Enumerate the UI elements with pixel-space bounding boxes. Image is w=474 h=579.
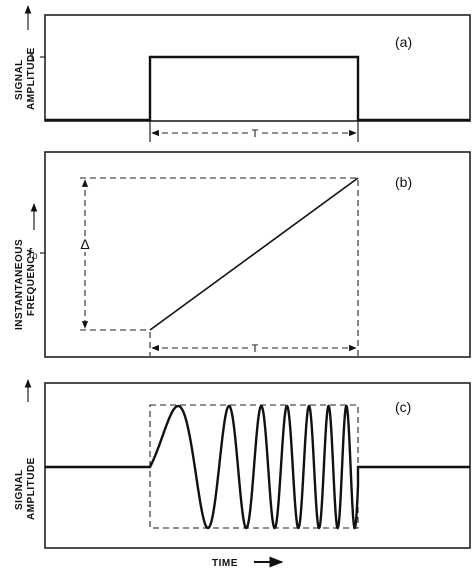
- x-label: TIME: [212, 558, 238, 569]
- y-label: FREQUENCY: [26, 249, 37, 316]
- y-label: SIGNAL: [14, 59, 25, 100]
- frame: [44, 151, 471, 358]
- y-label: INSTANTANEOUS: [14, 239, 25, 330]
- frame: [44, 14, 471, 122]
- panel-label: (a): [395, 34, 412, 50]
- panel-label: (c): [395, 399, 411, 415]
- panel-c: (c) SIGNAL AMPLITUDE: [14, 379, 471, 549]
- level-label: f₀: [28, 245, 38, 261]
- y-label: AMPLITUDE: [26, 47, 37, 110]
- pulse: [45, 55, 470, 122]
- duration-label: T: [252, 343, 259, 355]
- y-label: SIGNAL: [14, 469, 25, 510]
- chirp-waveform: [45, 404, 470, 530]
- panel-b: Δ f₀ (b) T INSTANTANEOUS FREQUENCY: [14, 151, 471, 358]
- panel-label: (b): [395, 174, 412, 190]
- panel-a: 1 (a) T SIGNAL AMPLITUDE: [14, 5, 471, 142]
- gap: [78, 236, 92, 252]
- level-label: 1: [29, 52, 35, 64]
- frequency-ramp: [149, 177, 359, 331]
- frame: [44, 382, 471, 549]
- y-label: AMPLITUDE: [26, 457, 37, 520]
- duration-label: T: [252, 128, 259, 140]
- gap: [248, 127, 262, 139]
- gap: [248, 342, 262, 354]
- sweep-label: Δ: [80, 236, 89, 252]
